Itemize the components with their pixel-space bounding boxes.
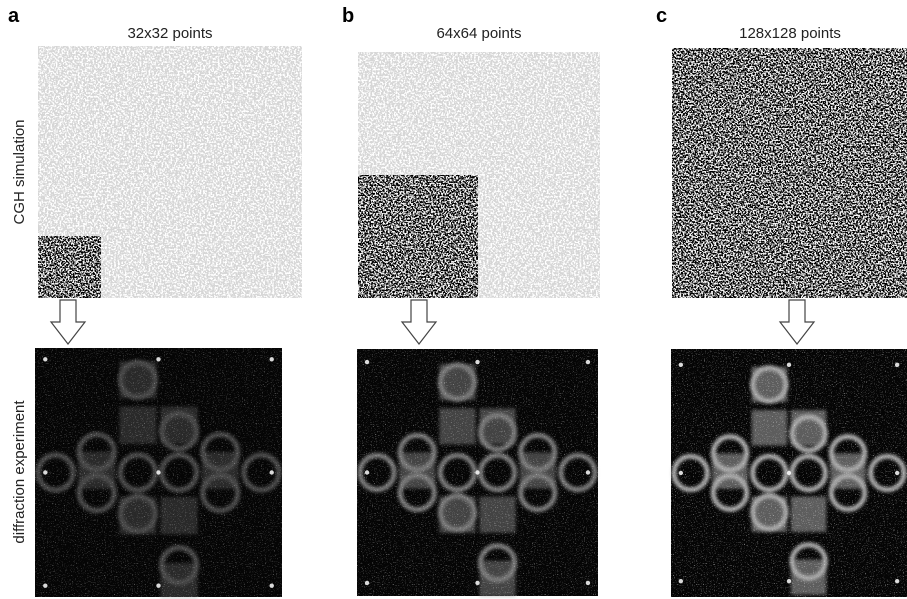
cgh-image xyxy=(38,46,302,298)
order-spot xyxy=(365,581,369,585)
panel-letter: b xyxy=(342,5,354,27)
order-spot xyxy=(475,581,479,585)
order-spot xyxy=(787,363,791,367)
figure: a b c 32x32 points 64x64 points 128x128 … xyxy=(0,0,907,599)
order-spot xyxy=(270,584,274,588)
cgh-image xyxy=(358,52,600,298)
panel-letter: c xyxy=(656,5,667,27)
diffraction-image xyxy=(35,348,282,599)
order-spot xyxy=(43,470,47,474)
row-label: CGH simulation xyxy=(11,119,28,224)
panel-title: 32x32 points xyxy=(127,25,212,42)
diffraction-image xyxy=(357,349,598,597)
order-spot xyxy=(586,470,590,474)
cgh-image xyxy=(672,48,907,298)
diffraction-image xyxy=(671,349,907,597)
order-spot xyxy=(43,584,47,588)
arrow xyxy=(51,300,814,344)
order-spot xyxy=(895,579,899,583)
order-spot xyxy=(679,363,683,367)
order-spot xyxy=(43,357,47,361)
order-spot xyxy=(270,357,274,361)
order-spot xyxy=(586,581,590,585)
order-spot xyxy=(270,470,274,474)
order-spot xyxy=(679,579,683,583)
order-spot xyxy=(787,579,791,583)
order-spot xyxy=(365,470,369,474)
order-spot xyxy=(895,471,899,475)
order-spot xyxy=(475,470,479,474)
order-spot xyxy=(679,471,683,475)
order-spot xyxy=(586,360,590,364)
order-spot xyxy=(895,363,899,367)
order-spot xyxy=(156,357,160,361)
page: a b c 32x32 points 64x64 points 128x128 … xyxy=(0,0,907,599)
panel-title: 128x128 points xyxy=(739,25,841,42)
order-spot xyxy=(365,360,369,364)
panel-letter: a xyxy=(8,5,20,27)
order-spot xyxy=(156,470,160,474)
panel-title: 64x64 points xyxy=(436,25,521,42)
order-spot xyxy=(156,584,160,588)
order-spot xyxy=(475,360,479,364)
row-label: diffraction experiment xyxy=(11,400,28,544)
order-spot xyxy=(787,471,791,475)
